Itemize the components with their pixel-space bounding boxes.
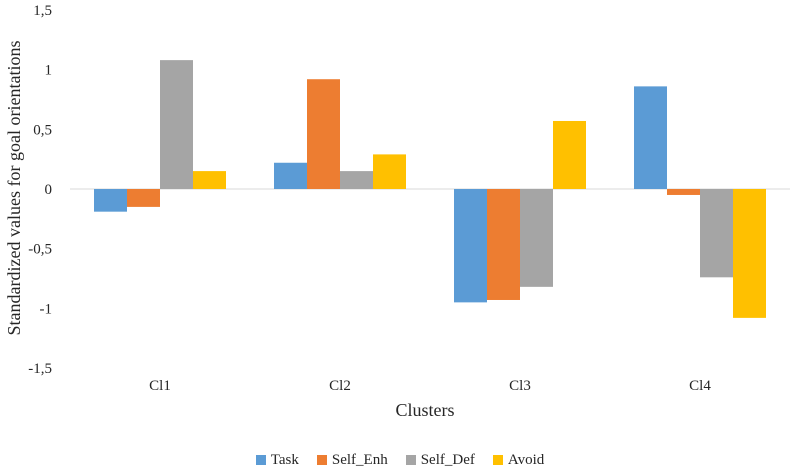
bar-self-enh-cl3: [487, 189, 520, 300]
bar-self-def-cl2: [340, 171, 373, 189]
y-axis-title: Standardized values for goal orientation…: [4, 41, 24, 336]
legend-swatch: [255, 455, 266, 465]
y-tick-label: -0,5: [28, 242, 52, 258]
y-tick-label: 1: [45, 63, 53, 79]
y-tick-label: 0,5: [33, 122, 52, 138]
legend-item-task: Task: [255, 451, 299, 469]
bars: [94, 60, 766, 318]
y-tick-label: 0: [45, 182, 53, 198]
legend-item-self-enh: Self_Enh: [316, 451, 388, 469]
bar-self-def-cl1: [160, 60, 193, 190]
bar-self-def-cl4: [700, 189, 733, 278]
bar-self-enh-cl4: [667, 189, 700, 195]
bar-self-enh-cl1: [127, 189, 160, 207]
legend-label: Task: [270, 451, 299, 468]
x-tick-label: Cl4: [689, 378, 711, 394]
bar-task-cl4: [634, 86, 667, 189]
legend-swatch: [405, 455, 416, 465]
bar-task-cl2: [274, 162, 307, 189]
legend: Task Self_Enh Self_Def Avoid: [0, 449, 800, 471]
bar-task-cl1: [94, 189, 127, 212]
legend-label: Self_Enh: [331, 451, 388, 468]
legend-swatch: [316, 455, 327, 465]
y-tick-label: 1,5: [33, 3, 52, 19]
x-axis: Cl1 Cl2 Cl3 Cl4: [149, 378, 711, 394]
bar-self-def-cl3: [520, 189, 553, 287]
y-tick-label: -1,5: [28, 361, 52, 377]
legend-item-self-def: Self_Def: [405, 451, 475, 469]
bar-avoid-cl3: [553, 120, 586, 189]
legend-label: Self_Def: [420, 451, 475, 468]
y-axis: 1,5 1 0,5 0 -0,5 -1 -1,5: [28, 3, 52, 377]
x-axis-title: Clusters: [395, 400, 454, 420]
chart-svg: 1,5 1 0,5 0 -0,5 -1 -1,5 Cl1 Cl2 Cl3 Cl4 Standard…: [4, 3, 790, 420]
bar-task-cl3: [454, 189, 487, 303]
bar-avoid-cl4: [733, 189, 766, 318]
x-tick-label: Cl3: [509, 378, 531, 394]
bar-avoid-cl1: [193, 171, 226, 189]
bar-avoid-cl2: [373, 154, 406, 189]
bar-self-enh-cl2: [307, 79, 340, 189]
legend-label: Avoid: [507, 451, 545, 468]
x-tick-label: Cl1: [149, 378, 171, 394]
y-tick-label: -1: [40, 301, 53, 317]
x-tick-label: Cl2: [329, 378, 351, 394]
legend-swatch: [492, 455, 503, 465]
legend-item-avoid: Avoid: [492, 451, 545, 469]
